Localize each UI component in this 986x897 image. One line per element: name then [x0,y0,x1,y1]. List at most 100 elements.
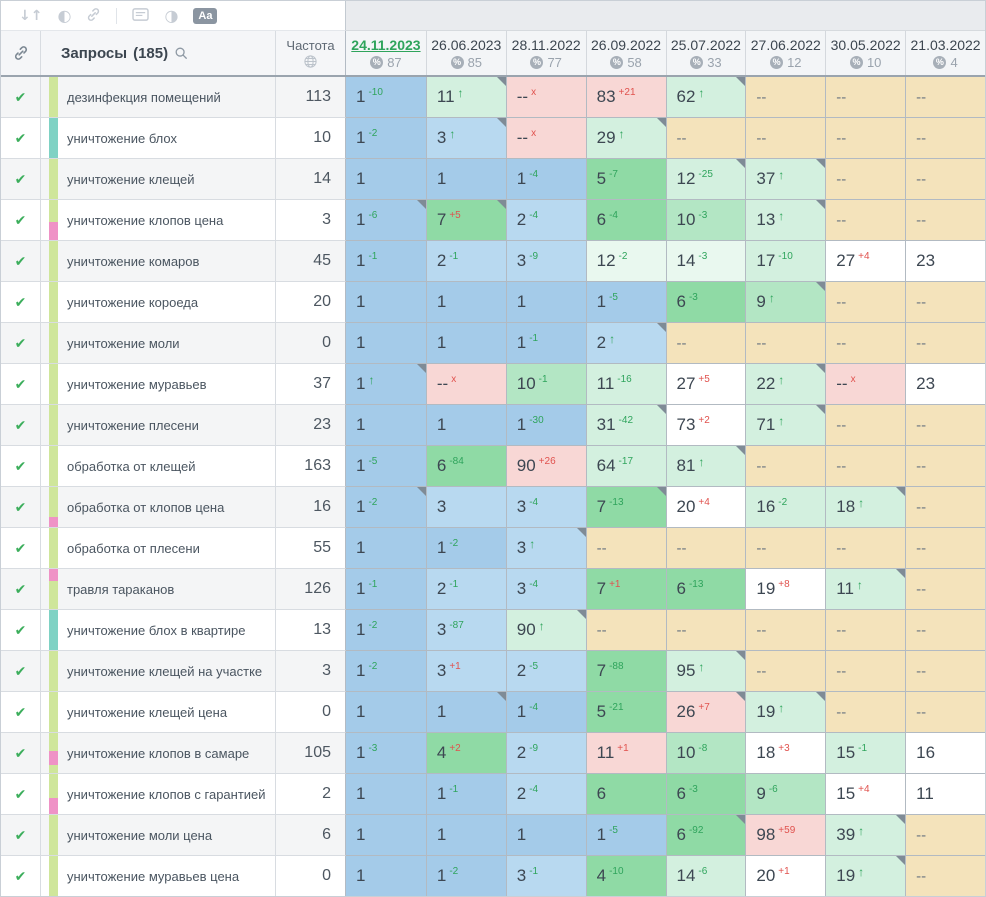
position-cell[interactable]: -- [665,323,746,364]
date-label[interactable]: 28.11.2022 [511,36,581,53]
keyword-checkmark[interactable]: ✔ [1,610,41,651]
keyword-checkmark[interactable]: ✔ [1,118,41,159]
position-cell[interactable]: 2 -1 [425,569,506,610]
position-cell[interactable]: 83 +21 [585,77,666,118]
date-label[interactable]: 27.06.2022 [750,36,821,53]
position-cell[interactable]: 1 [346,774,426,815]
date-column-header[interactable]: 25.07.2022 % 33 [665,31,746,75]
position-cell[interactable]: 1 -30 [505,405,586,446]
date-label[interactable]: 26.06.2023 [431,36,502,53]
position-cell[interactable]: 90 ↑ [505,610,586,651]
sort-icon[interactable]: ↓↑ [19,7,43,24]
position-cell[interactable]: 1 [425,159,506,200]
position-cell[interactable]: -- [745,118,826,159]
position-cell[interactable]: 3 +1 [425,651,506,692]
position-cell[interactable]: 16 -2 [745,487,826,528]
position-cell[interactable]: 2 -4 [505,200,586,241]
position-cell[interactable]: -- [825,77,906,118]
keyword-cell[interactable]: уничтожение клещей на участке [41,651,276,692]
keyword-cell[interactable]: уничтожение плесени [41,405,276,446]
position-cell[interactable]: 19 +8 [745,569,826,610]
position-cell[interactable]: 1 -5 [585,815,666,856]
position-cell[interactable]: 2 -4 [505,774,586,815]
position-cell[interactable]: 16 [905,733,985,774]
keyword-checkmark[interactable]: ✔ [1,733,41,774]
position-cell[interactable]: 2 ↑ [585,323,666,364]
position-cell[interactable]: 3 -87 [425,610,506,651]
card-view-icon[interactable] [132,7,150,25]
position-cell[interactable]: -- [905,282,985,323]
position-cell[interactable]: 1 -5 [346,446,426,487]
position-cell[interactable]: 11 +1 [585,733,666,774]
format-button[interactable]: Aa [193,7,218,24]
position-cell[interactable]: 18 +3 [745,733,826,774]
position-cell[interactable]: 12 -2 [585,241,666,282]
position-cell[interactable]: 1 [425,692,506,733]
position-cell[interactable]: -- [825,610,906,651]
date-label[interactable]: 21.03.2022 [910,36,981,53]
date-column-header[interactable]: 27.06.2022 % 12 [745,31,826,75]
date-column-header[interactable]: 26.06.2023 % 85 [425,31,506,75]
position-cell[interactable]: 14 -6 [665,856,746,896]
position-cell[interactable]: 1 [346,405,426,446]
position-cell[interactable]: 1 -2 [346,610,426,651]
position-cell[interactable]: -- [745,610,826,651]
position-cell[interactable]: 14 -3 [665,241,746,282]
position-cell[interactable]: 62 ↑ [665,77,746,118]
date-label[interactable]: 26.09.2022 [591,36,662,53]
position-cell[interactable]: 2 -5 [505,651,586,692]
position-cell[interactable]: -- [665,610,746,651]
link-column-header[interactable] [1,31,41,75]
date-column-header[interactable]: 30.05.2022 % 10 [825,31,906,75]
position-cell[interactable]: -- [665,118,746,159]
frequency-column-header[interactable]: Частота [276,31,346,75]
position-cell[interactable]: -- [825,200,906,241]
contrast-icon[interactable]: ◐ [57,5,72,25]
position-cell[interactable]: -- [905,446,985,487]
position-cell[interactable]: -- [905,692,985,733]
position-cell[interactable]: 1 [346,856,426,896]
position-cell[interactable]: 11 -16 [585,364,666,405]
keyword-checkmark[interactable]: ✔ [1,446,41,487]
position-cell[interactable]: 15 -1 [825,733,906,774]
position-cell[interactable]: 1 [346,692,426,733]
position-cell[interactable]: 1 [346,282,426,323]
position-cell[interactable]: 1 -1 [425,774,506,815]
position-cell[interactable]: 1 [425,815,506,856]
position-cell[interactable]: -- [825,651,906,692]
keyword-checkmark[interactable]: ✔ [1,159,41,200]
position-cell[interactable]: -- [905,405,985,446]
position-cell[interactable]: 1 -2 [425,528,506,569]
position-cell[interactable]: -- [825,692,906,733]
position-cell[interactable]: 1 -4 [505,692,586,733]
position-cell[interactable]: 18 ↑ [825,487,906,528]
position-cell[interactable]: 90 +26 [505,446,586,487]
position-cell[interactable]: 20 +1 [745,856,826,896]
position-cell[interactable]: 1 -5 [585,282,666,323]
keyword-cell[interactable]: уничтожение муравьев [41,364,276,405]
position-cell[interactable]: 20 +4 [665,487,746,528]
position-cell[interactable]: 3 -4 [505,487,586,528]
position-cell[interactable]: 6 -3 [665,282,746,323]
position-cell[interactable]: -- [825,446,906,487]
keyword-checkmark[interactable]: ✔ [1,241,41,282]
date-column-header[interactable]: 21.03.2022 % 4 [905,31,985,75]
date-column-header[interactable]: 26.09.2022 % 58 [585,31,666,75]
half-circle-icon[interactable]: ◑ [164,5,179,25]
position-cell[interactable]: -- [905,323,985,364]
position-cell[interactable]: 3 -9 [505,241,586,282]
position-cell[interactable]: 27 +4 [825,241,906,282]
position-cell[interactable]: -- [585,610,666,651]
keyword-cell[interactable]: уничтожение блох [41,118,276,159]
position-cell[interactable]: 1 -10 [346,77,426,118]
position-cell[interactable]: -- [905,856,985,896]
position-cell[interactable]: -- [665,528,746,569]
position-cell[interactable]: 73 +2 [665,405,746,446]
keyword-cell[interactable]: уничтожение клопов цена [41,200,276,241]
keyword-cell[interactable]: уничтожение муравьев цена [41,856,276,896]
keyword-cell[interactable]: уничтожение моли [41,323,276,364]
date-column-header[interactable]: 24.11.2023 % 87 [346,31,426,75]
position-cell[interactable]: -- [825,282,906,323]
position-cell[interactable]: 11 ↑ [425,77,506,118]
position-cell[interactable]: -- [905,200,985,241]
